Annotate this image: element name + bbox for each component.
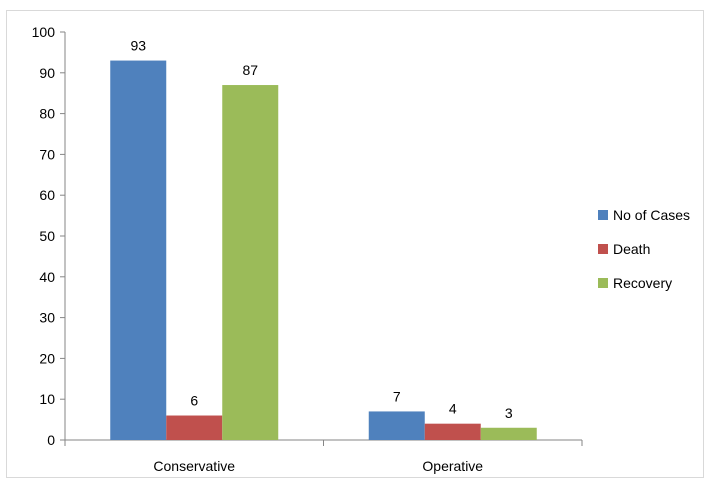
x-category-label: Conservative [153, 458, 235, 474]
y-tick-label: 70 [39, 146, 55, 162]
legend-label: No of Cases [613, 207, 690, 223]
bar [110, 60, 167, 441]
legend: No of Cases Death Recovery [598, 207, 690, 291]
data-label: 4 [449, 401, 457, 417]
y-tick-label: 20 [39, 350, 55, 366]
y-tick-label: 100 [32, 24, 56, 40]
y-tick-label: 40 [39, 269, 55, 285]
bar [424, 423, 481, 440]
legend-swatch [598, 210, 608, 220]
bar [480, 427, 537, 440]
x-category-label: Operative [422, 458, 483, 474]
y-tick-label: 30 [39, 310, 55, 326]
data-label: 87 [242, 62, 258, 78]
y-tick-label: 50 [39, 228, 55, 244]
y-axis: 0 10 20 30 40 50 60 70 80 90 100 [32, 24, 66, 448]
y-tick-label: 10 [39, 391, 55, 407]
legend-swatch [598, 278, 608, 288]
bar [368, 411, 425, 440]
x-axis: Conservative Operative [64, 439, 583, 474]
y-tick-label: 80 [39, 106, 55, 122]
data-label: 93 [130, 38, 146, 54]
y-tick-label: 60 [39, 187, 55, 203]
bar [166, 415, 223, 440]
data-label: 6 [190, 393, 198, 409]
legend-label: Recovery [613, 275, 672, 291]
bar [222, 85, 279, 440]
legend-swatch [598, 244, 608, 254]
data-labels: 93 6 87 7 4 3 [130, 38, 512, 421]
data-label: 3 [505, 405, 513, 421]
legend-label: Death [613, 241, 650, 257]
y-tick-label: 0 [47, 432, 55, 448]
y-tick-label: 90 [39, 65, 55, 81]
data-label: 7 [393, 388, 401, 404]
bars [110, 60, 537, 441]
